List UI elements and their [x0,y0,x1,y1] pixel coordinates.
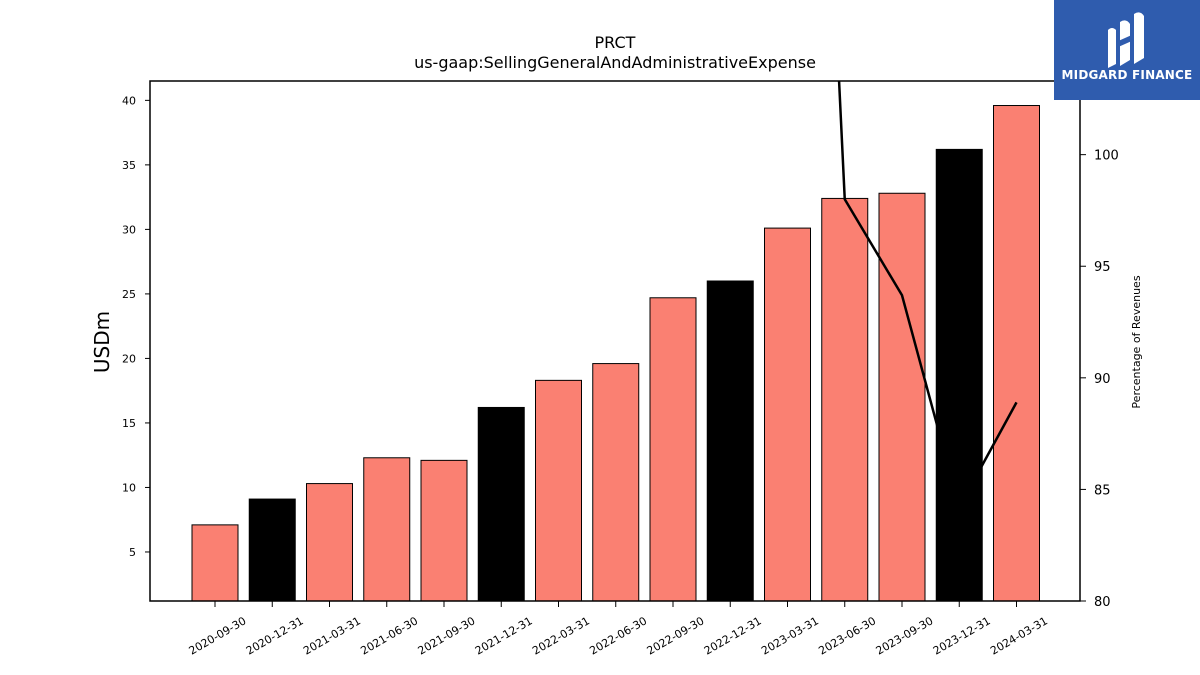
x-tick-label: 2023-03-31 [759,614,821,657]
x-tick-label: 2021-06-30 [358,614,420,657]
percentage-line [837,81,1018,511]
y2-tick-label: 100 [1094,149,1119,164]
bar-2023-12-31 [935,148,983,602]
y2-tick-label: 90 [1094,372,1111,387]
x-tick-label: 2023-09-30 [874,614,936,657]
x-tick-label: 2022-06-30 [587,614,649,657]
bar-2023-09-30 [878,192,926,602]
x-tick-label: 2021-12-31 [473,614,535,657]
y-tick-label: 40 [122,94,136,107]
bar-2021-09-30 [420,459,468,602]
y-tick-label: 35 [122,159,136,172]
bar-2023-03-31 [764,227,811,602]
x-tick-label: 2022-12-31 [702,614,764,657]
y-tick-label: 5 [129,546,136,559]
y-axis-label: USDm [90,311,114,373]
logo-text: MIDGARD FINANCE [1061,68,1193,82]
line-layer [837,81,1018,511]
bar-2022-09-30 [649,297,697,602]
x-tick-label: 2021-09-30 [416,614,478,657]
y2-tick-label: 85 [1094,483,1111,498]
y-tick-label: 25 [122,288,136,301]
plot-frame [149,80,1081,602]
y-tick-label: 20 [122,352,136,365]
x-tick-label: 2024-03-31 [988,614,1050,657]
x-tick-label: 2020-09-30 [187,614,249,657]
x-tick-label: 2020-12-31 [244,614,306,657]
y2-axis-label: Percentage of Revenues [1130,275,1143,408]
bar-2024-03-31 [993,105,1040,602]
y-tick-label: 30 [122,223,136,236]
bar-2021-12-31 [477,406,525,602]
midgard-logo-icon [1108,12,1144,68]
x-axis: 2020-09-302020-12-312021-03-312021-06-30… [187,601,1050,658]
x-tick-label: 2023-12-31 [931,614,993,657]
chart-title: PRCT [595,33,636,52]
bar-2020-09-30 [191,524,239,602]
bar-2022-06-30 [592,363,640,602]
y2-tick-label: 95 [1094,260,1111,275]
x-tick-label: 2022-09-30 [645,614,707,657]
bar-2022-03-31 [535,379,582,602]
y-axis: 5 10 15 20 25 30 35 40 [122,94,150,559]
y-tick-label: 10 [122,481,136,494]
midgard-finance-logo: MIDGARD FINANCE [1054,0,1200,100]
bar-2020-12-31 [248,498,296,602]
chart-subtitle: us-gaap:SellingGeneralAndAdministrativeE… [414,53,816,72]
x-tick-label: 2023-06-30 [816,614,878,657]
bar-2023-06-30 [821,197,869,602]
x-tick-label: 2022-03-31 [530,614,592,657]
bars-layer [191,105,1040,602]
y2-axis: 80 85 90 95 100 [1080,149,1119,610]
bar-2021-06-30 [363,457,411,602]
bar-2021-03-31 [306,483,353,602]
x-tick-label: 2021-03-31 [301,614,363,657]
y-tick-label: 15 [122,417,136,430]
bar-2022-12-31 [706,280,754,602]
y2-tick-label: 80 [1094,595,1111,610]
